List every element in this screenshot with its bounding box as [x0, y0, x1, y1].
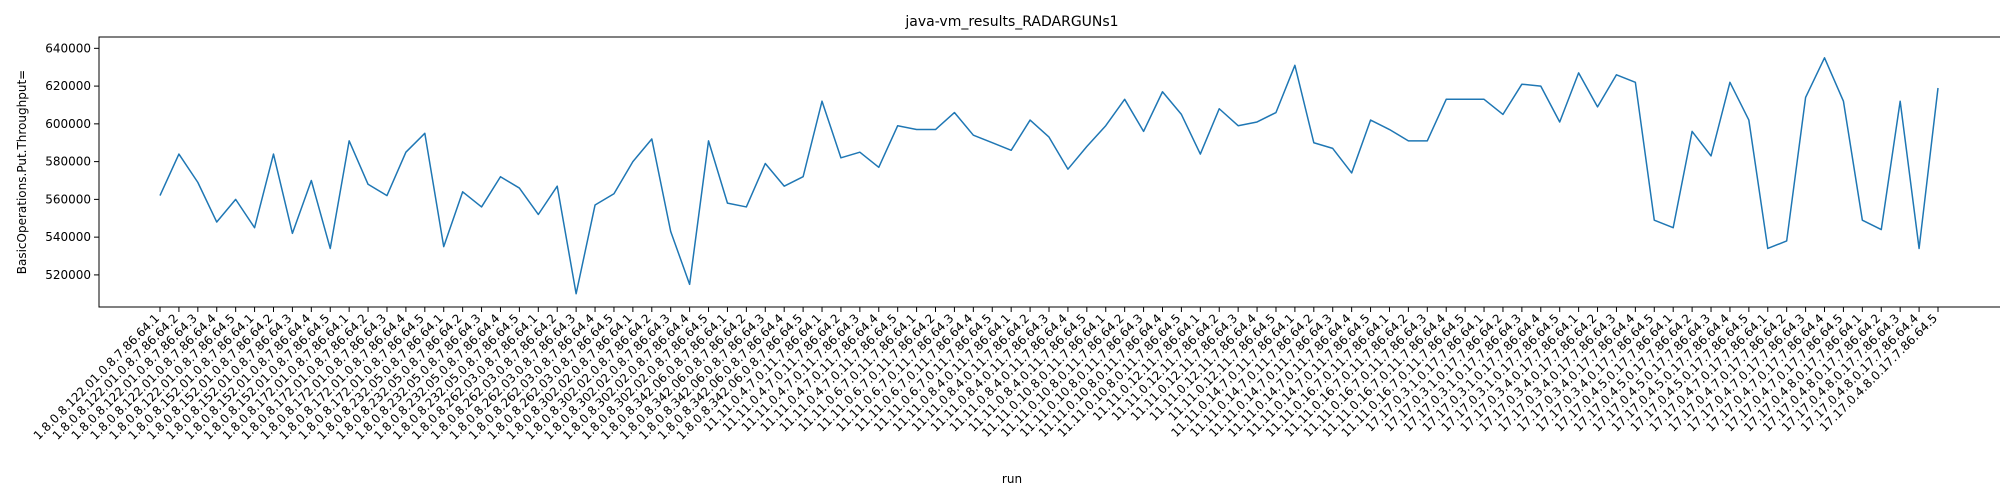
- plot-frame: [98, 36, 2000, 308]
- y-tick-label: 600000: [45, 117, 91, 131]
- plot-area: 520000 540000 560000 580000 600000 620000 6400…: [31, 36, 2000, 443]
- y-tick-label: 640000: [45, 41, 91, 55]
- y-tick-label: 520000: [45, 268, 91, 282]
- y-tick-label: 560000: [45, 192, 91, 206]
- y-tick-label: 580000: [45, 155, 91, 169]
- y-axis: 520000 540000 560000 580000 600000 620000 6400…: [45, 41, 99, 282]
- y-tick-label: 540000: [45, 230, 91, 244]
- series-group: [159, 57, 1939, 295]
- x-axis-label: run: [1002, 472, 1022, 486]
- x-axis: 1.8.0.8.122.01.0.8.7.86.64.11.8.0.8.122.…: [31, 307, 1940, 443]
- series-line: [159, 57, 1939, 295]
- y-tick-label: 620000: [45, 79, 91, 93]
- y-axis-label: BasicOperations.Put.Throughput=: [15, 70, 29, 274]
- chart-title: java-vm_results_RADARGUNs1: [904, 14, 1118, 30]
